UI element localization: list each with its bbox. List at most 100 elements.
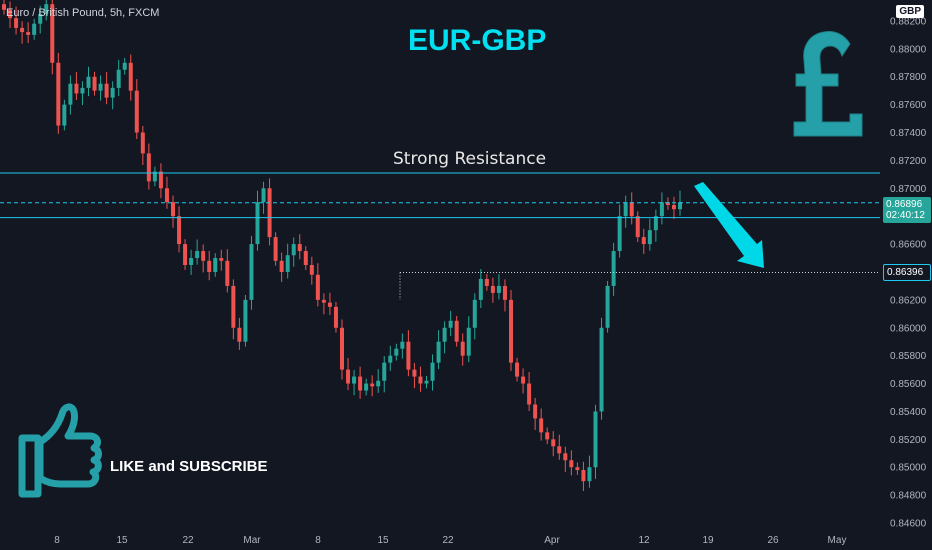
candle-body (128, 62, 133, 91)
candle-body (382, 362, 387, 381)
price-tick-label: 0.87400 (890, 128, 927, 139)
candle-body (496, 285, 501, 293)
candle-body (346, 369, 351, 384)
candle-body (2, 4, 6, 10)
candle-body (231, 285, 236, 328)
candle-body (243, 299, 248, 342)
candle-body (321, 299, 326, 303)
candle-body (678, 202, 682, 210)
candle-body (195, 251, 200, 259)
time-tick-label: 8 (54, 535, 60, 546)
candle-body (164, 188, 169, 203)
time-tick-label: 26 (767, 535, 779, 546)
candle-body (424, 380, 429, 384)
candle-body (340, 327, 344, 370)
candle-body (581, 470, 586, 482)
time-tick-label: 15 (377, 535, 389, 546)
candle-body (623, 202, 628, 217)
candle-body (225, 260, 230, 286)
candle-body (207, 260, 212, 272)
candle-body (376, 380, 381, 387)
candle-body (460, 341, 465, 356)
candle-body (237, 327, 242, 342)
candle-body (26, 32, 31, 35)
candle-body (370, 383, 375, 387)
candle-body (545, 432, 550, 440)
candle-body (436, 341, 441, 363)
candle-body (478, 278, 483, 300)
price-tick-label: 0.87200 (890, 156, 927, 167)
time-tick-label: 12 (638, 535, 650, 546)
candle-body (219, 258, 224, 261)
candle-body (140, 132, 145, 154)
candle-body (442, 327, 447, 342)
candle-body (8, 9, 13, 19)
candle-body (333, 306, 338, 328)
price-tick-label: 0.84800 (890, 491, 927, 502)
candle-body (551, 439, 556, 447)
candle-body (134, 90, 139, 133)
candle-body (158, 171, 163, 189)
candle-body (303, 251, 308, 265)
symbol-label[interactable]: Euro / British Pound, 5h, FXCM (6, 7, 160, 19)
candle-body (587, 467, 592, 482)
price-tick-label: 0.85200 (890, 435, 927, 446)
candle-body (490, 285, 495, 293)
candle-body (358, 376, 363, 391)
candle-body (515, 362, 520, 377)
candle-body (665, 202, 670, 206)
time-tick-label: 15 (116, 535, 128, 546)
candle-body (641, 237, 646, 245)
candle-body (44, 4, 49, 14)
candle-body (352, 376, 357, 384)
candle-body (527, 383, 532, 405)
time-tick-label: Mar (243, 535, 261, 546)
candle-body (563, 453, 568, 461)
price-tick-label: 0.85000 (890, 463, 927, 474)
time-tick-label: 22 (442, 535, 454, 546)
thumbs-up-icon (18, 403, 102, 498)
time-tick-label: 19 (702, 535, 714, 546)
candle-body (472, 299, 477, 328)
candle-body (291, 244, 296, 256)
candle-body (279, 260, 284, 272)
level-price-tag: 0.86396 (883, 264, 931, 281)
price-tick-label: 0.84600 (890, 519, 927, 530)
candle-body (32, 23, 37, 35)
candle-body (521, 376, 526, 384)
candle-body (309, 265, 314, 275)
time-tick-label: 8 (315, 535, 321, 546)
candle-body (575, 467, 580, 471)
candle-body (635, 216, 640, 238)
candle-body (539, 418, 544, 433)
price-tick-label: 0.86600 (890, 240, 927, 251)
currency-badge[interactable]: GBP (896, 5, 924, 18)
bar-countdown: 02:40:12 (886, 210, 925, 221)
candle-body (98, 83, 103, 91)
price-axis[interactable]: 0.88200 0.88000 0.87800 0.87600 0.87400 0.872… (890, 16, 927, 529)
candle-body (183, 244, 188, 265)
candle-body (605, 285, 610, 328)
time-tick-label: 22 (182, 535, 194, 546)
candle-body (430, 362, 435, 381)
candle-body (122, 62, 127, 70)
candle-body (104, 83, 109, 98)
price-tick-label: 0.87000 (890, 184, 927, 195)
candle-body (412, 369, 417, 377)
candle-body (629, 202, 634, 217)
time-tick-label: May (828, 535, 847, 546)
candle-body (509, 299, 513, 363)
last-price-value: 0.86896 (886, 199, 923, 210)
candle-body (68, 83, 73, 105)
candle-body (364, 383, 369, 391)
candle-body (400, 341, 405, 349)
candle-body (659, 202, 664, 217)
price-tick-label: 0.86000 (890, 323, 927, 334)
candle-body (20, 27, 25, 33)
candle-body (201, 251, 206, 261)
candle-body (466, 327, 471, 356)
time-axis[interactable]: 8 15 22 Mar 8 15 22 Apr 12 19 26 May (54, 535, 846, 546)
price-tick-label: 0.85400 (890, 407, 927, 418)
like-subscribe-text: LIKE and SUBSCRIBE (110, 458, 268, 475)
